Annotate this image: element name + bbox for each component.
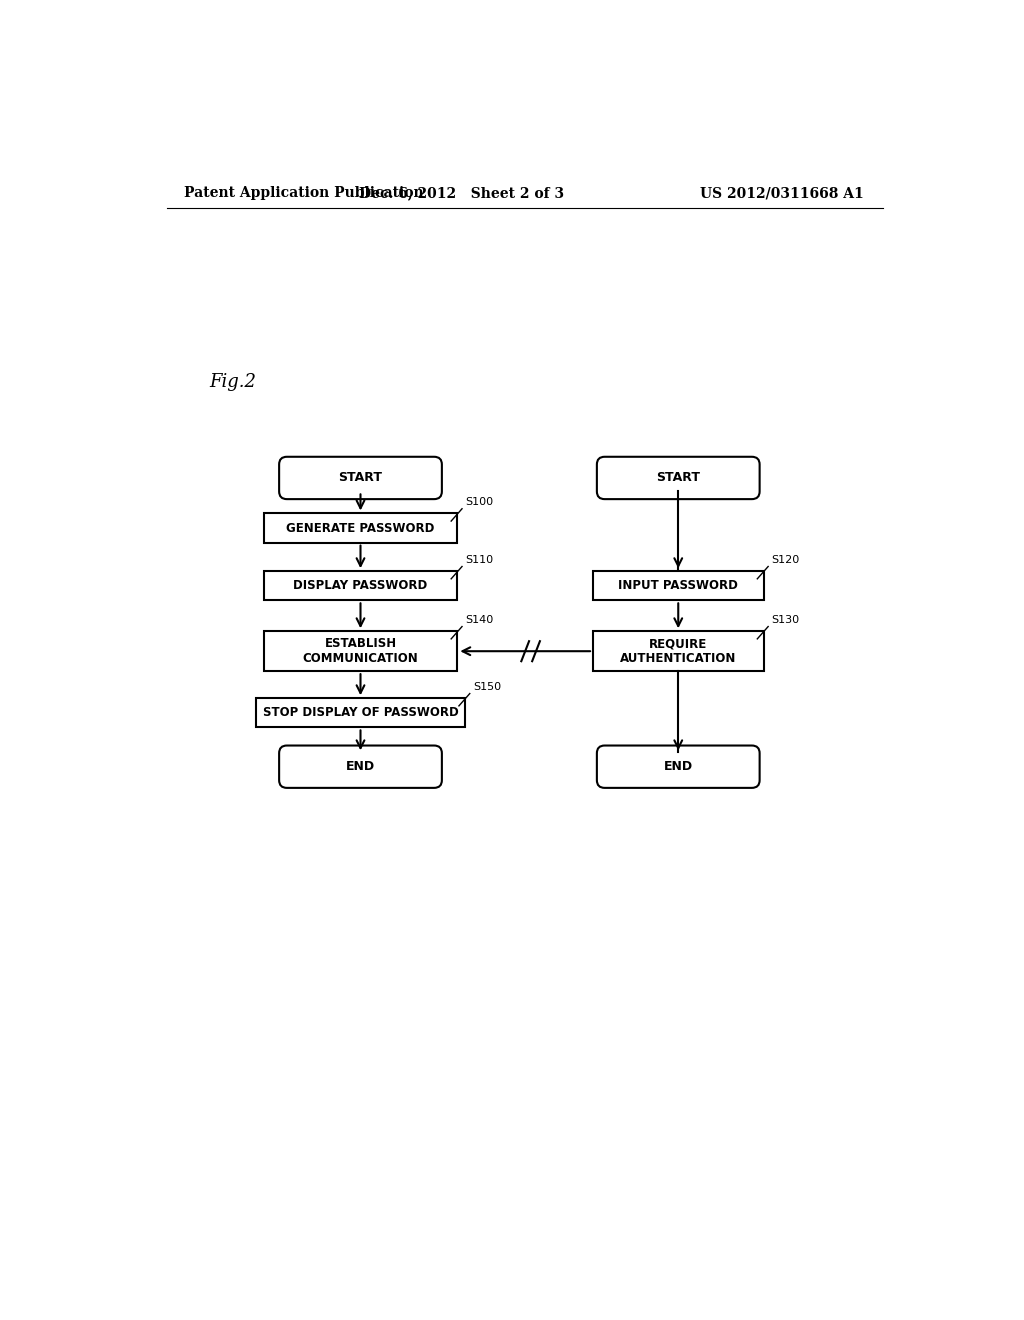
Text: S140: S140 [465, 615, 494, 626]
Text: S110: S110 [465, 554, 494, 565]
Bar [256, 698, 465, 727]
Text: STOP DISPLAY OF PASSWORD: STOP DISPLAY OF PASSWORD [262, 706, 459, 719]
Bar [593, 631, 764, 671]
FancyBboxPatch shape [280, 746, 442, 788]
Text: REQUIRE
AUTHENTICATION: REQUIRE AUTHENTICATION [621, 638, 736, 665]
FancyBboxPatch shape [597, 457, 760, 499]
Text: INPUT PASSWORD: INPUT PASSWORD [618, 579, 738, 593]
FancyBboxPatch shape [597, 746, 760, 788]
Text: S130: S130 [771, 615, 800, 626]
FancyBboxPatch shape [280, 457, 442, 499]
Bar [263, 513, 458, 543]
Bar [263, 631, 458, 671]
Bar [593, 572, 764, 601]
Text: S150: S150 [473, 682, 501, 692]
Text: S100: S100 [465, 498, 494, 507]
Text: Dec. 6, 2012   Sheet 2 of 3: Dec. 6, 2012 Sheet 2 of 3 [358, 186, 564, 201]
Text: US 2012/0311668 A1: US 2012/0311668 A1 [700, 186, 864, 201]
Text: END: END [346, 760, 375, 774]
Text: START: START [656, 471, 700, 484]
Text: START: START [339, 471, 383, 484]
Text: DISPLAY PASSWORD: DISPLAY PASSWORD [293, 579, 428, 593]
Text: Patent Application Publication: Patent Application Publication [183, 186, 424, 201]
Text: END: END [664, 760, 693, 774]
Bar [263, 572, 458, 601]
Text: S120: S120 [771, 554, 800, 565]
Text: GENERATE PASSWORD: GENERATE PASSWORD [287, 521, 434, 535]
Text: ESTABLISH
COMMUNICATION: ESTABLISH COMMUNICATION [303, 638, 419, 665]
Text: Fig.2: Fig.2 [209, 372, 256, 391]
